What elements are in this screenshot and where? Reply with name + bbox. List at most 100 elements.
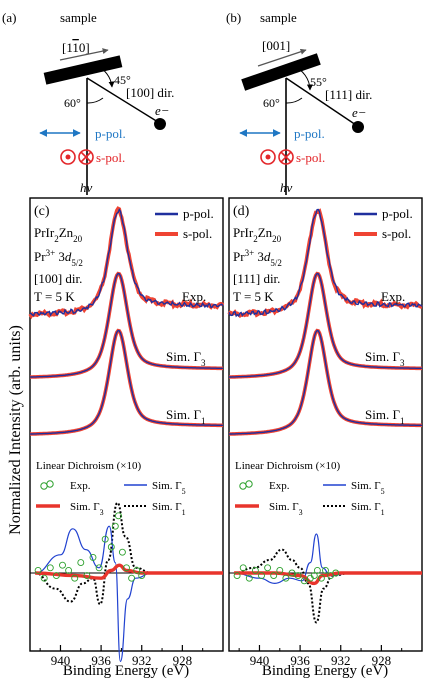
ld-exp-point-1-d — [239, 564, 247, 572]
photon-label-a: hν — [80, 180, 93, 195]
angle-arc-top-b — [292, 65, 313, 91]
ld-exp-point-12-c — [107, 543, 115, 551]
ld-legend-g5-d: Sim. Γ5 — [351, 480, 385, 496]
legend-s-c: s-pol. — [183, 226, 212, 241]
ld-exp-point-5-d — [264, 564, 272, 572]
angle-arc-top-a — [94, 64, 115, 88]
ld-exp-point-7-c — [77, 559, 85, 567]
x-axis-d: 940 936 932 928 — [238, 645, 403, 668]
ld-legend-exp-c: Exp. — [70, 480, 91, 492]
y-axis-label: Normalized Intensity (arb. units) — [7, 325, 24, 535]
ld-exp-point-14-c — [114, 512, 122, 520]
x-tick-label-932-d: 932 — [331, 653, 351, 668]
ld-exp-point-11-c — [101, 535, 109, 543]
spectra-curves-d — [227, 208, 423, 436]
geometry-panel-b: (b) sample [001] 55° 60° [111] dir. e− p… — [226, 10, 372, 195]
ld-exp-point-4-d — [258, 572, 265, 580]
ld-sim-g1-d — [234, 548, 422, 624]
x-tick-label-936-c: 936 — [91, 653, 111, 668]
panel-label-c: (c) — [34, 204, 50, 219]
ld-title-c: Linear Dichroism (×10) — [36, 460, 142, 472]
angle-arc-bottom-b — [285, 97, 303, 104]
sample-direction-arrow-b — [257, 48, 307, 67]
spectrum-p-pol-2-c — [30, 329, 223, 435]
legend-s-d: s-pol. — [382, 226, 411, 241]
x-axis-c: 940 936 932 928 — [39, 645, 204, 668]
ld-legend-g3-d: Sim. Γ3 — [269, 501, 303, 517]
panel-label-a: (a) — [2, 10, 16, 25]
ld-exp-point-18-d — [332, 569, 340, 577]
spectrum-p-pol-0-d — [228, 208, 423, 318]
panel-label-d: (d) — [233, 204, 250, 219]
ld-sim-g5-c — [35, 525, 223, 663]
panel-label-b: (b) — [226, 10, 241, 25]
ld-legend-exp-swatch-d — [239, 482, 247, 490]
sample-plate-b — [241, 53, 321, 91]
p-pol-label-a: p-pol. — [95, 126, 126, 141]
emission-line-a — [86, 77, 159, 123]
angle-top-b: 55° — [310, 75, 327, 89]
spectrum-label-g3-c: Sim. Γ3 — [166, 349, 206, 368]
s-pol-symbols-a — [60, 149, 94, 165]
ld-title-d: Linear Dichroism (×10) — [235, 460, 341, 472]
direction-c: [100] dir. — [34, 271, 82, 286]
ld-legend-g3-c: Sim. Γ3 — [70, 501, 104, 517]
x-tick-label-928-d: 928 — [372, 653, 392, 668]
temperature-d: T = 5 K — [233, 289, 274, 304]
ld-exp-point-9-d — [288, 569, 296, 577]
ld-exp-point-14-d — [313, 566, 321, 574]
sample-direction-arrow-a — [59, 48, 109, 61]
emission-line-b — [285, 77, 357, 126]
spectrum-p-pol-2-d — [229, 329, 422, 435]
electron-label-b: e− — [352, 105, 367, 120]
sample-label-a: sample — [60, 10, 97, 25]
core-level-d: Pr3+ 3d5/2 — [233, 248, 282, 268]
ld-exp-point-17-c — [128, 574, 136, 582]
x-tick-label-940-d: 940 — [250, 653, 270, 668]
ld-legend-exp-swatch2-d — [245, 480, 253, 488]
x-tick-label-932-c: 932 — [132, 653, 152, 668]
spectra-curves-c — [28, 206, 225, 436]
s-pol-label-a: s-pol. — [96, 150, 125, 165]
ld-exp-point-16-d — [322, 566, 329, 574]
core-level-c: Pr3+ 3d5/2 — [34, 248, 83, 268]
sample-label-b: sample — [260, 10, 297, 25]
electron-label-a: e− — [155, 103, 170, 118]
direction-on-sample-b: [001] — [262, 38, 290, 53]
direction-d: [111] dir. — [233, 271, 280, 286]
electron-dot-a — [154, 118, 166, 130]
legend-p-d: p-pol. — [382, 206, 413, 221]
s-pol-symbols-b — [260, 149, 294, 165]
angle-bottom-a: 60° — [64, 96, 81, 110]
ld-exp-point-3-d — [251, 566, 259, 574]
ld-exp-point-18-c — [133, 566, 141, 574]
spectrum-label-exp-d: Exp. — [381, 289, 405, 304]
sample-name-d: PrIr2Zn20 — [233, 225, 282, 244]
spectrum-label-g1-c: Sim. Γ1 — [166, 407, 205, 426]
spectrum-label-g1-d: Sim. Γ1 — [365, 407, 404, 426]
ld-exp-point-13-d — [310, 572, 318, 580]
ld-exp-point-15-c — [118, 548, 126, 556]
angle-arc-bottom-a — [86, 97, 104, 104]
spectra-panel-c: (c) PrIr2Zn20 Pr3+ 3d5/2 [100] dir. T = … — [28, 197, 225, 679]
sample-name-c: PrIr2Zn20 — [34, 225, 83, 244]
geometry-panel-a: (a) sample [110] 45° 60° [100] dir. e− p… — [2, 10, 174, 195]
spectra-panel-d: (d) PrIr2Zn20 Pr3+ 3d5/2 [111] dir. T = … — [227, 197, 423, 679]
x-axis-label-c: Binding Energy (eV) — [63, 663, 189, 679]
ld-exp-point-15-d — [317, 574, 325, 582]
ld-exp-point-8-d — [282, 574, 290, 582]
ld-exp-point-7-d — [276, 566, 284, 574]
ld-exp-point-8-c — [83, 572, 91, 580]
ld-exp-point-6-d — [270, 572, 278, 580]
ld-exp-point-16-c — [123, 564, 130, 572]
x-tick-label-936-d: 936 — [290, 653, 310, 668]
ld-exp-point-4-c — [59, 561, 66, 569]
ld-exp-point-13-c — [111, 522, 119, 530]
ld-exp-point-9-c — [89, 553, 97, 561]
ld-exp-point-2-d — [245, 574, 253, 582]
ld-exp-point-10-c — [95, 564, 103, 572]
ld-exp-point-5-c — [65, 566, 73, 574]
ld-legend-exp-swatch-c — [40, 482, 48, 490]
ld-curves-d — [229, 533, 422, 624]
